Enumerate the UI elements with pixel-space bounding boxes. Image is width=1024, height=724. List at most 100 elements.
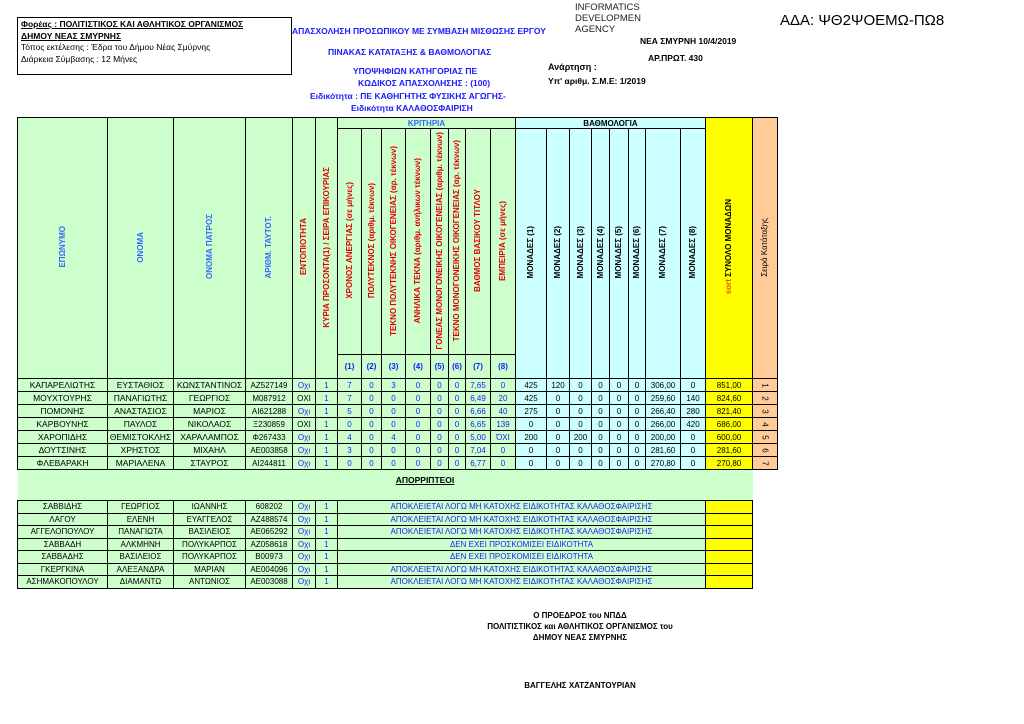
- col-score-6-label: ΜΟΝΑΔΕΣ (6): [632, 226, 641, 279]
- cell: ΛΑΓΟΥ: [17, 512, 108, 526]
- cell: 1: [315, 430, 338, 444]
- table-row: ΦΛΕΒΑΡΑΚΗ ΜΑΡΙΑΛΕΝΑ ΣΤΑΥΡΟΣ ΑΙ244811 Οχι 1 0 0 0…: [17, 456, 778, 470]
- table-row: ΔΟΥΤΣΙΝΗΣ ΧΡΗΣΤΟΣ ΜΙΧΑΗΛ ΑΕ003858 Οχι 1 3 0 0 0 0 0…: [17, 443, 778, 457]
- cell: 0: [337, 417, 362, 431]
- cell: 0: [430, 430, 449, 444]
- table-row: ΜΟΥΧΤΟΥΡΗΣ ΠΑΝΑΓΙΩΤΗΣ ΓΕΩΡΓΙΟΣ Μ087912 ΟΧΙ 1 7…: [17, 391, 778, 405]
- cell: 0: [609, 430, 629, 444]
- cell: ΑΖ058618: [245, 537, 293, 551]
- col-score-2-label: ΜΟΝΑΔΕΣ (2): [553, 226, 562, 279]
- cell: ΧΑΡΑΛΑΜΠΟΣ: [173, 430, 246, 444]
- criterion-number-4: (4): [405, 354, 431, 379]
- col-criterion-3-label: ΤΕΚΝΟ ΠΟΛΥΤΕΚΝΗΣ ΟΙΚΟΓΕΝΕΙΑΣ (αρ. τέκνων…: [388, 145, 398, 336]
- cell: 200: [515, 430, 547, 444]
- cell: ΜΑΡΙΑΝ: [173, 562, 246, 576]
- cell: ΑΕ004096: [245, 562, 293, 576]
- duration: Διάρκεια Σύμβασης : 12 Μήνες: [21, 53, 138, 64]
- cell: ΘΕΜΙΣΤΟΚΛΗΣ: [107, 430, 174, 444]
- protocol-number: ΑΡ.ΠΡΩΤ. 430: [648, 53, 703, 63]
- rank-value: 7: [760, 460, 770, 466]
- cell: ΠΟΛΥΚΑΡΠΟΣ: [173, 550, 246, 564]
- cell: ΠΟΜΟΝΗΣ: [17, 404, 108, 418]
- table-row: ΧΑΡΟΠΙΔΗΣ ΘΕΜΙΣΤΟΚΛΗΣ ΧΑΡΑΛΑΜΠΟΣ Φ267433 Οχι…: [17, 430, 778, 444]
- cell: 0: [405, 391, 431, 405]
- table-row: ΠΟΜΟΝΗΣ ΑΝΑΣΤΑΣΙΟΣ ΜΑΡΙΟΣ ΑΙ621288 Οχι 1 5 0 0 0 0…: [17, 404, 778, 418]
- col-criterion-5: ΓΟΝΕΑΣ ΜΟΝΟΓΟΝΕΙΚΗΣ ΟΙΚΟΓΕΝΕΙΑΣ (αριθμ. …: [430, 128, 449, 355]
- criterion-number-5: (5): [430, 354, 449, 379]
- cell: 7,65: [465, 378, 491, 392]
- cell: 0: [405, 378, 431, 392]
- rejected-row: ΑΣΗΜΑΚΟΠΟΥΛΟΥ ΔΙΑΜΑΝΤΩ ΑΝΤΩΝΙΟΣ ΑΕ003088 Οχι…: [17, 575, 778, 589]
- rank-value: 1: [760, 382, 770, 388]
- president-name: ΒΑΓΓΕΛΗΣ ΧΑΤΖΑΝΤΟΥΡΙΑΝ: [524, 681, 636, 690]
- agency-line-2: ΔΗΜΟΥ ΝΕΑΣ ΣΜΥΡΝΗΣ: [21, 30, 122, 41]
- col-name-label: ΟΝΟΜΑ: [135, 231, 145, 263]
- cell: Οχι: [292, 575, 316, 589]
- cell: 0: [361, 430, 382, 444]
- cell: Οχι: [292, 500, 316, 514]
- rejected-row: ΑΓΓΕΛΟΠΟΥΛΟΥ ΠΑΝΑΓΙΩΤΑ ΒΑΣΙΛΕΙΟΣ ΑΕ065292 Οχ…: [17, 525, 778, 539]
- cell: 0: [546, 430, 570, 444]
- criterion-number-8: (8): [490, 354, 516, 379]
- col-score-6: ΜΟΝΑΔΕΣ (6): [628, 128, 646, 379]
- cell: 0: [430, 378, 449, 392]
- cell: 821,40: [705, 404, 753, 418]
- cell: Οχι: [292, 512, 316, 526]
- cell: ΕΛΕΝΗ: [107, 512, 174, 526]
- cell: 270,80: [705, 456, 753, 470]
- cell: 266,40: [645, 404, 681, 418]
- col-rank: Σειρά Κατάταξης: [752, 117, 778, 379]
- cell: 0: [448, 430, 466, 444]
- col-criterion-6-label: ΤΕΚΝΟ ΜΟΝΟΓΟΝΕΙΚΗΣ ΟΙΚΟΓΕΝΕΙΑΣ (αρ. τέκν…: [452, 139, 461, 342]
- col-score-1: ΜΟΝΑΔΕΣ (1): [515, 128, 547, 379]
- agency-line: Φορέας : ΠΟΛΙΤΙΣΤΙΚΟΣ ΚΑΙ ΑΘΛΗΤΙΚΟΣ ΟΡΓΑ…: [21, 19, 244, 29]
- cell: 0: [569, 404, 592, 418]
- cell: 1: [315, 537, 338, 551]
- cell: ΑΛΚΜΗΝΗ: [107, 537, 174, 551]
- cell: 0: [405, 417, 431, 431]
- cell: ΑΙ621288: [245, 404, 293, 418]
- cell: Φ267433: [245, 430, 293, 444]
- rank-value: 4: [760, 421, 770, 427]
- rank-value: 3: [760, 408, 770, 414]
- blank: [752, 513, 778, 526]
- total-cell-empty: [705, 550, 753, 564]
- cell: ΌΧΙ: [490, 430, 516, 444]
- cell: Οχι: [292, 550, 316, 564]
- col-criterion-2: ΠΟΛΥΤΕΚΝΟΣ (αριθμ. τέκνων): [361, 128, 382, 355]
- col-criterion-1: ΧΡΟΝΟΣ ΑΝΕΡΓΙΑΣ (σε μήνες): [337, 128, 362, 355]
- cell: 0: [680, 443, 706, 457]
- cell: 0: [381, 391, 406, 405]
- cell: 0: [515, 417, 547, 431]
- cell: Β00973: [245, 550, 293, 564]
- cell: ΠΑΥΛΟΣ: [107, 417, 174, 431]
- cell: ΧΑΡΟΠΙΔΗΣ: [17, 430, 108, 444]
- cell: 4: [381, 430, 406, 444]
- cell: 0: [609, 378, 629, 392]
- cell: 1: [315, 456, 338, 470]
- col-surname-label: ΕΠΩΝΥΜΟ: [57, 226, 67, 268]
- cell: 0: [546, 417, 570, 431]
- cell: 6,49: [465, 391, 491, 405]
- cell: 0: [515, 443, 547, 457]
- col-score-5: ΜΟΝΑΔΕΣ (5): [609, 128, 629, 379]
- cell: 6,66: [465, 404, 491, 418]
- cell: ΑΙ244811: [245, 456, 293, 470]
- cell: ΠΑΝΑΓΙΩΤΑ: [107, 525, 174, 539]
- col-score-8-label: ΜΟΝΑΔΕΣ (8): [688, 226, 697, 279]
- cell: ΕΥΑΓΓΕΛΟΣ: [173, 512, 246, 526]
- col-score-2: ΜΟΝΑΔΕΣ (2): [546, 128, 570, 379]
- cell: 0: [490, 443, 516, 457]
- cell: Οχι: [292, 443, 316, 457]
- cell: 824,60: [705, 391, 753, 405]
- rejected-row: ΣΑΒΒΑΔΗΣ ΒΑΣΙΛΕΙΟΣ ΠΟΛΥΚΑΡΠΟΣ Β00973 Οχι 1 ΔΕΝ…: [17, 550, 778, 564]
- rank-value: 5: [760, 434, 770, 440]
- cell: 281,60: [645, 443, 681, 457]
- cell: Ξ230859: [245, 417, 293, 431]
- cell: ΣΤΑΥΡΟΣ: [173, 456, 246, 470]
- cell: 0: [405, 404, 431, 418]
- cell: 0: [490, 378, 516, 392]
- col-criterion-1-label: ΧΡΟΝΟΣ ΑΝΕΡΓΙΑΣ (σε μήνες): [344, 182, 354, 299]
- title-2: ΠΙΝΑΚΑΣ ΚΑΤΑΤΑΞΗΣ & ΒΑΘΜΟΛΟΓΙΑΣ: [328, 47, 492, 57]
- digital-signature-stamp: INFORMATICS DEVELOPMEN AGENCY: [575, 2, 641, 35]
